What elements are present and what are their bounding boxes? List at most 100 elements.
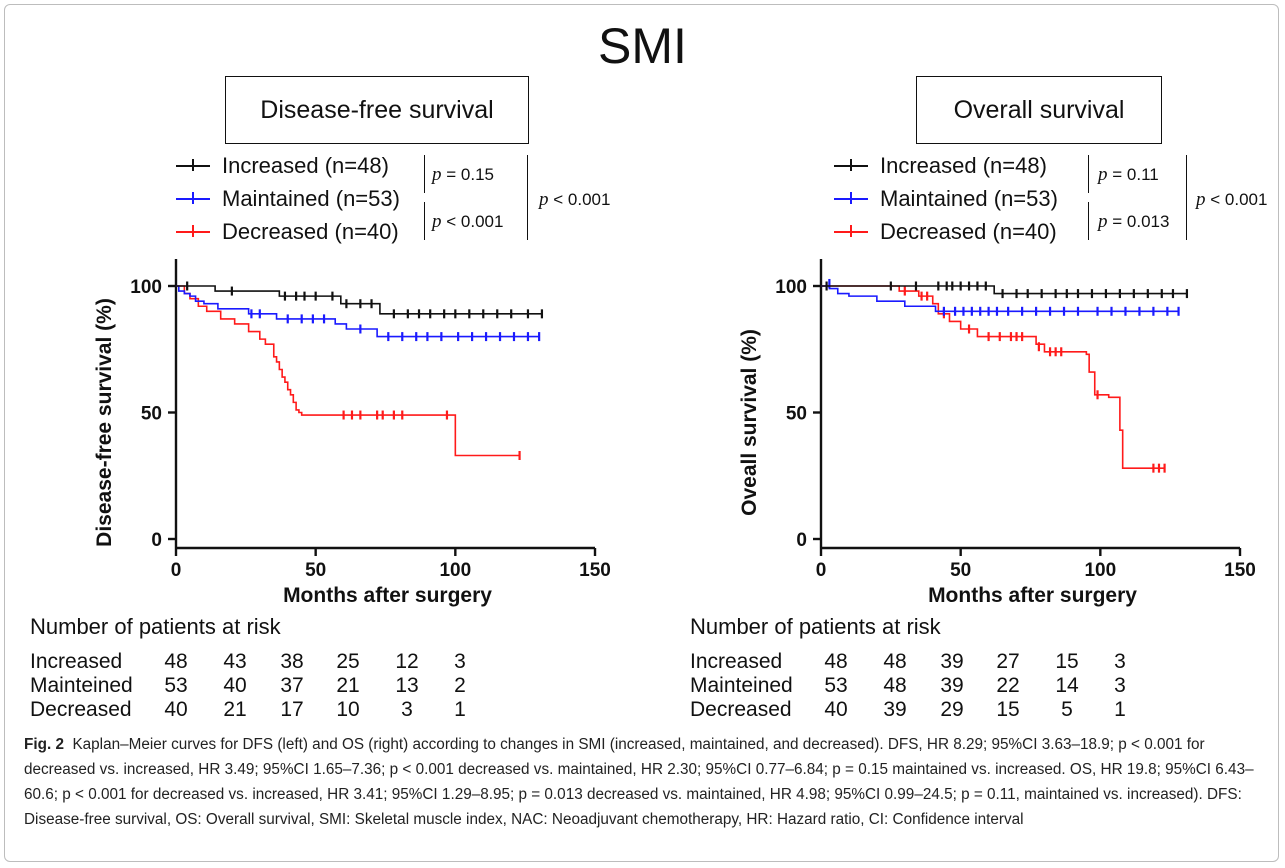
dfs-risk-cell: 10 (336, 698, 360, 721)
os-series-line-maintained (821, 285, 1179, 313)
os-x-axis-label: Months after surgery (928, 584, 1137, 607)
dfs-risk-table: Increased 48 43 38 25 12 3 Mainteined 53 40 37 21 13… (0, 650, 640, 730)
os-risk-cell: 53 (824, 674, 848, 697)
caption-text: Kaplan–Meier curves for DFS (left) and O… (24, 736, 1254, 828)
os-risk-cell: 39 (940, 674, 964, 697)
dfs-series-line-maintained (176, 285, 540, 338)
dfs-risk-cell: 3 (401, 698, 413, 721)
os-risk-cell: 15 (996, 698, 1020, 721)
dfs-x-tick-label: 50 (305, 560, 326, 581)
os-risk-title: Number of patients at risk (690, 614, 941, 639)
dfs-y-tick-label: 50 (141, 404, 162, 425)
os-x-tick-label: 150 (1224, 560, 1256, 581)
os-series-line-decreased (821, 285, 1165, 469)
dfs-risk-cell: 21 (336, 674, 360, 697)
os-risk-cell: 40 (824, 698, 848, 721)
os-risk-row-label: Decreased (690, 698, 792, 721)
dfs-risk-title: Number of patients at risk (30, 614, 281, 639)
os-risk-cell: 15 (1055, 650, 1079, 673)
figure-title: SMI (598, 18, 687, 74)
os-y-axis-label: Oveall survival (%) (738, 329, 761, 516)
dfs-risk-cell: 53 (164, 674, 188, 697)
figure-frame (4, 4, 1279, 862)
os-legend: Increased (n=48) Maintained (n=53) Decre… (834, 151, 1084, 247)
dfs-risk-cell: 2 (454, 674, 466, 697)
dfs-risk-row-label: Mainteined (30, 674, 133, 697)
dfs-risk-cell: 3 (454, 650, 466, 673)
dfs-risk-cell: 43 (223, 650, 247, 673)
caption-label: Fig. 2 (24, 736, 64, 753)
os-risk-cell: 39 (883, 698, 907, 721)
os-panel-title: Overall survival (916, 76, 1162, 144)
dfs-bracket-maint-dec (424, 202, 425, 240)
os-risk-cell: 48 (883, 674, 907, 697)
os-p-inc-maint: p = 0.11 (1098, 164, 1159, 185)
os-risk-row-label: Increased (690, 650, 783, 673)
os-bracket-maint-dec (1088, 202, 1089, 240)
dfs-p-maint-dec: p < 0.001 (432, 211, 504, 232)
os-risk-cell: 1 (1114, 698, 1126, 721)
os-risk-cell: 22 (996, 674, 1020, 697)
os-risk-cell: 5 (1061, 698, 1073, 721)
os-risk-table: Increased 48 48 39 27 15 3 Mainteined 53 48 39 22 14… (645, 650, 1285, 730)
os-x-tick-label: 50 (950, 560, 971, 581)
legend-label: Decreased (n=40) (880, 219, 1057, 244)
dfs-risk-cell: 12 (395, 650, 419, 673)
legend-label: Decreased (n=40) (222, 219, 399, 244)
dfs-series-line-increased (176, 285, 542, 315)
dfs-risk-cell: 17 (280, 698, 304, 721)
dfs-risk-cell: 13 (395, 674, 419, 697)
legend-label: Maintained (n=53) (880, 186, 1058, 211)
os-x-tick-label: 100 (1084, 560, 1116, 581)
dfs-panel-title: Disease-free survival (225, 76, 529, 144)
os-risk-cell: 14 (1055, 674, 1079, 697)
os-risk-cell: 39 (940, 650, 964, 673)
legend-label: Maintained (n=53) (222, 186, 400, 211)
legend-line-maintained (176, 192, 210, 204)
dfs-risk-cell: 21 (223, 698, 247, 721)
os-chart: 0 50 100 0 50 100 150 Months after surgery Oveal… (738, 259, 1256, 607)
os-risk-cell: 3 (1114, 650, 1126, 673)
legend-line-increased (176, 159, 210, 171)
dfs-bracket-inc-maint (424, 155, 425, 193)
os-bracket-inc-maint (1088, 155, 1089, 193)
dfs-x-tick-label: 0 (171, 560, 182, 581)
dfs-x-axis-label: Months after surgery (283, 584, 492, 607)
legend-line-increased (834, 159, 868, 171)
os-x-tick-label: 0 (816, 560, 827, 581)
os-y-tick-label: 0 (796, 530, 807, 551)
os-risk-cell: 27 (996, 650, 1020, 673)
dfs-y-tick-label: 0 (151, 530, 162, 551)
dfs-bracket-inc-dec (527, 155, 528, 240)
legend-line-decreased (834, 225, 868, 237)
dfs-risk-cell: 1 (454, 698, 466, 721)
os-risk-cell: 48 (824, 650, 848, 673)
dfs-chart: 0 50 100 0 50 100 150 Months after surgery Disea… (93, 259, 611, 607)
dfs-risk-cell: 37 (280, 674, 304, 697)
dfs-p-inc-maint: p = 0.15 (432, 164, 494, 185)
dfs-risk-row-label: Decreased (30, 698, 132, 721)
os-y-tick-label: 100 (775, 277, 807, 298)
dfs-risk-cell: 25 (336, 650, 360, 673)
legend-label: Increased (n=48) (222, 153, 389, 178)
dfs-risk-cell: 48 (164, 650, 188, 673)
os-risk-cell: 48 (883, 650, 907, 673)
os-bracket-inc-dec (1186, 155, 1187, 240)
legend-label: Increased (n=48) (880, 153, 1047, 178)
os-series-line-increased (821, 285, 1187, 295)
dfs-risk-row-label: Increased (30, 650, 123, 673)
legend-line-decreased (176, 225, 210, 237)
dfs-series-line-decreased (176, 285, 520, 457)
os-p-inc-dec: p < 0.001 (1196, 189, 1268, 210)
dfs-x-tick-label: 100 (439, 560, 471, 581)
dfs-risk-cell: 40 (164, 698, 188, 721)
dfs-x-tick-label: 150 (579, 560, 611, 581)
os-risk-cell: 3 (1114, 674, 1126, 697)
dfs-risk-cell: 38 (280, 650, 304, 673)
dfs-p-inc-dec: p < 0.001 (539, 189, 611, 210)
legend-line-maintained (834, 192, 868, 204)
figure-caption: Fig. 2 Kaplan–Meier curves for DFS (left… (24, 732, 1264, 832)
dfs-legend: Increased (n=48) Maintained (n=53) Decre… (176, 151, 426, 247)
dfs-risk-cell: 40 (223, 674, 247, 697)
os-y-tick-label: 50 (786, 404, 807, 425)
